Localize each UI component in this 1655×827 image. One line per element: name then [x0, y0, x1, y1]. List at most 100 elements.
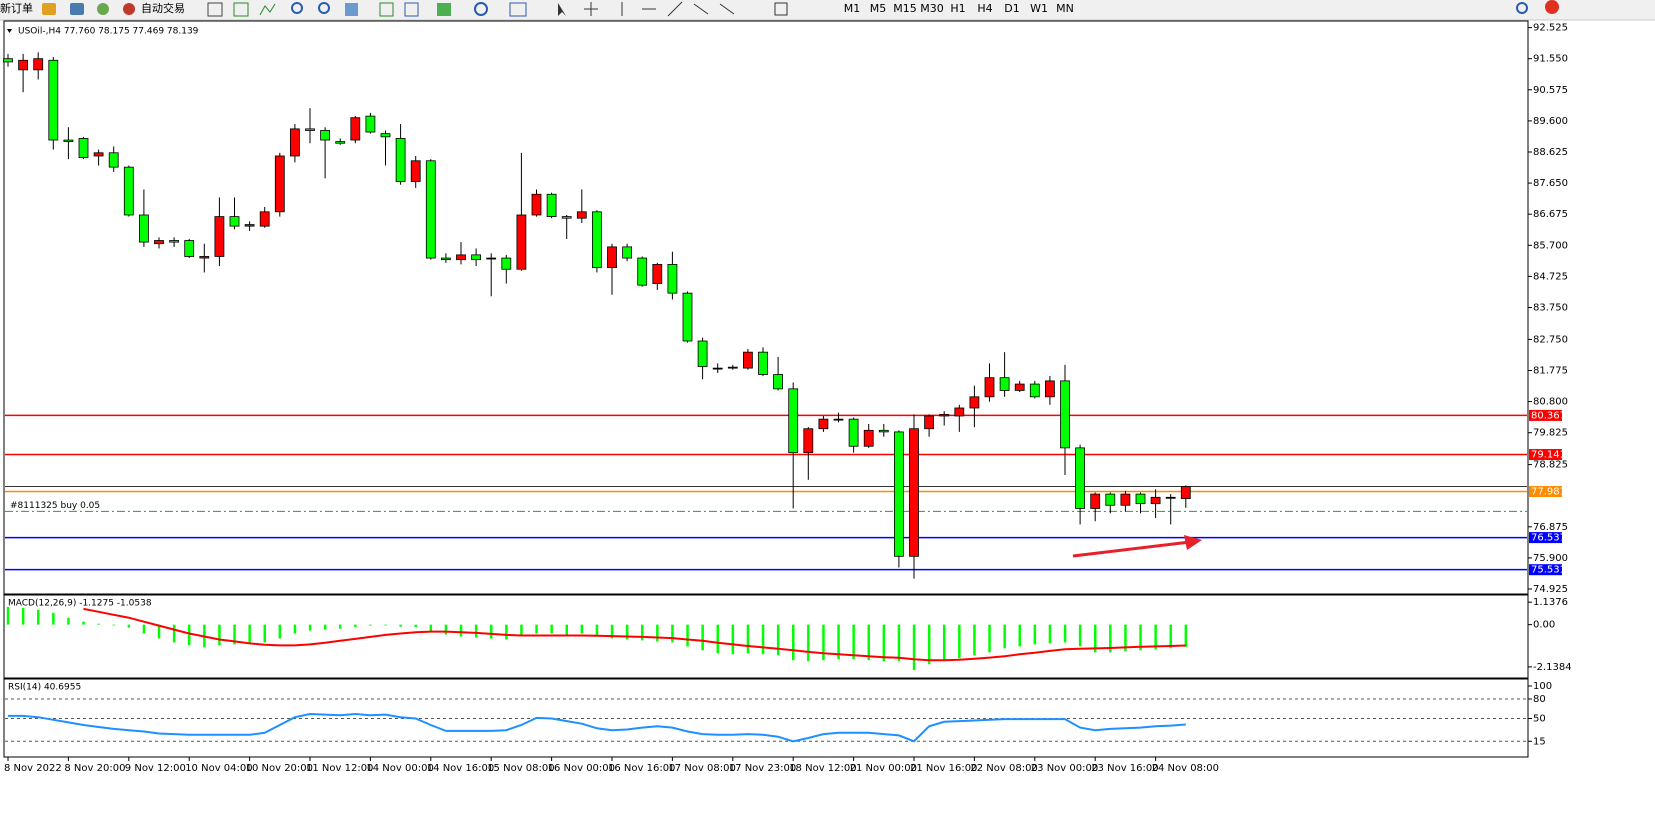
- candle-body: [1014, 383, 1025, 391]
- icon[interactable]: [291, 2, 303, 14]
- macd-bar: [731, 624, 735, 655]
- macd-bar: [1033, 624, 1037, 645]
- price-level-label: 79.141: [1531, 450, 1566, 461]
- macd-bar: [188, 624, 191, 646]
- macd-bar: [1124, 624, 1127, 652]
- new-order-button[interactable]: 新订单: [0, 1, 33, 15]
- candle-body: [1090, 493, 1101, 509]
- candle-body: [999, 377, 1010, 391]
- y-tick-label: 82.750: [1533, 334, 1568, 345]
- menu-marker: [7, 29, 12, 33]
- timeframe-button[interactable]: M5: [870, 2, 887, 15]
- macd-bar: [339, 624, 342, 629]
- macd-bar: [429, 624, 433, 632]
- icon[interactable]: [719, 3, 735, 15]
- candle-body: [365, 115, 376, 133]
- x-tick-label: 8 Nov 20:00: [64, 763, 125, 774]
- icon[interactable]: [667, 1, 683, 17]
- candle-body: [878, 429, 889, 433]
- candle-body: [138, 214, 149, 243]
- macd-bar: [369, 624, 372, 626]
- macd-bar: [520, 624, 523, 637]
- y-tick-label: 85.700: [1533, 240, 1568, 251]
- icon[interactable]: [97, 3, 109, 15]
- price-level-label: 76.537: [1531, 533, 1566, 544]
- timeframe-button[interactable]: H1: [950, 2, 965, 15]
- candle-body: [1060, 380, 1070, 449]
- candle-body: [667, 264, 678, 294]
- candle-body: [229, 216, 240, 227]
- macd-bar: [384, 624, 387, 626]
- icon[interactable]: [345, 3, 358, 16]
- icon[interactable]: [404, 2, 419, 17]
- x-tick-label: 18 Nov 12:00: [789, 763, 856, 774]
- macd-bar: [837, 624, 840, 660]
- macd-signal: [83, 607, 1186, 662]
- y-tick-label: 100: [1533, 681, 1552, 692]
- macd-bar: [263, 624, 266, 643]
- candle-body: [848, 418, 859, 447]
- icon[interactable]: [42, 3, 56, 15]
- candle-body: [456, 254, 466, 261]
- timeframe-button[interactable]: H4: [977, 2, 992, 15]
- icon[interactable]: [70, 3, 84, 15]
- icon[interactable]: [558, 3, 566, 16]
- timeframe-button[interactable]: W1: [1030, 2, 1048, 15]
- macd-bar: [1154, 624, 1157, 650]
- candle-body: [123, 166, 134, 216]
- icon[interactable]: [123, 3, 135, 15]
- candle-body: [743, 351, 753, 369]
- chart-layer: 92.525 91.550 90.575 89.600 88.625 87.650 86.6…: [3, 23, 1572, 774]
- icon[interactable]: [474, 2, 488, 16]
- auto-trading-button[interactable]: 自动交易: [141, 1, 185, 15]
- candle-body: [531, 193, 542, 216]
- price-level-box: [1529, 564, 1562, 576]
- candle-body: [501, 257, 512, 270]
- y-tick-label: 80.800: [1533, 397, 1568, 408]
- icon[interactable]: [318, 2, 330, 14]
- timeframe-button[interactable]: MN: [1056, 2, 1074, 15]
- macd-bar: [444, 624, 448, 635]
- candle-body: [909, 428, 919, 557]
- icon[interactable]: [774, 2, 788, 16]
- x-tick-label: 8 Nov 2022: [4, 763, 62, 774]
- icon[interactable]: [207, 2, 223, 17]
- panel-title: MACD(12,26,9) -1.1275 -1.0538: [8, 599, 152, 609]
- macd-bar: [852, 624, 855, 660]
- macd-bar: [399, 624, 402, 627]
- x-tick-label: 16 Nov 16:00: [608, 763, 675, 774]
- macd-bar: [21, 607, 25, 625]
- x-tick-label: 21 Nov 16:00: [910, 763, 977, 774]
- macd-bar: [97, 623, 100, 625]
- candle-body: [607, 246, 617, 269]
- y-tick-label: 83.750: [1533, 303, 1568, 314]
- timeframe-button[interactable]: M1: [844, 2, 861, 15]
- timeframe-button[interactable]: M30: [920, 2, 944, 15]
- timeframe-button[interactable]: D1: [1004, 2, 1019, 15]
- macd-bar: [37, 609, 40, 625]
- y-tick-label: 86.675: [1533, 209, 1568, 220]
- x-tick-label: 14 Nov 00:00: [366, 763, 433, 774]
- arrow: [1072, 540, 1191, 558]
- icon[interactable]: [437, 3, 451, 16]
- y-tick-label: -2.1384: [1533, 662, 1572, 673]
- notification-icon[interactable]: [1545, 0, 1559, 14]
- y-tick-label: 76.875: [1533, 522, 1568, 533]
- timeframe-button[interactable]: M15: [893, 2, 917, 15]
- icon[interactable]: [693, 3, 709, 15]
- macd-bar: [248, 624, 251, 644]
- macd-bar: [1003, 624, 1006, 649]
- icon[interactable]: [509, 2, 527, 17]
- macd-bar: [535, 624, 538, 634]
- candle-body: [682, 292, 693, 342]
- macd-bar: [716, 624, 719, 654]
- search-icon[interactable]: [1516, 2, 1528, 14]
- x-tick-label: 17 Nov 08:00: [668, 763, 735, 774]
- candle-body: [954, 407, 965, 417]
- y-tick-label: 15: [1533, 736, 1546, 747]
- icon[interactable]: [233, 2, 249, 17]
- macd-bar: [610, 624, 614, 639]
- icon[interactable]: [379, 2, 394, 17]
- icon[interactable]: [259, 3, 276, 16]
- x-tick-label: 15 Nov 08:00: [487, 763, 554, 774]
